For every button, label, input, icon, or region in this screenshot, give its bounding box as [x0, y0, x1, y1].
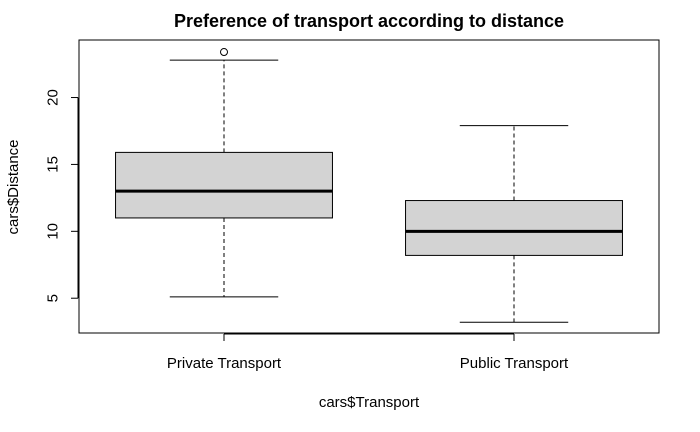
- x-tick-label: Private Transport: [167, 355, 282, 372]
- x-axis: Private Transport Public Transport: [167, 333, 569, 372]
- iqr-box: [115, 151, 333, 219]
- y-tick-label: 20: [45, 89, 62, 106]
- x-tick-label: Public Transport: [460, 355, 569, 372]
- y-tick-label: 15: [45, 156, 62, 173]
- chart-title: Preference of transport according to dis…: [174, 11, 564, 31]
- y-tick-label: 5: [45, 294, 62, 302]
- outlier-point: [220, 48, 228, 57]
- x-axis-label: cars$Transport: [319, 394, 420, 411]
- y-axis: 5 10 15 20: [45, 89, 79, 302]
- y-tick-label: 10: [45, 223, 62, 240]
- box-private-transport: [115, 48, 333, 298]
- plot-frame: [78, 39, 660, 334]
- box-public-transport: [405, 125, 623, 323]
- iqr-box: [405, 200, 623, 256]
- boxes-layer: [115, 48, 623, 323]
- y-axis-label: cars$Distance: [5, 139, 22, 234]
